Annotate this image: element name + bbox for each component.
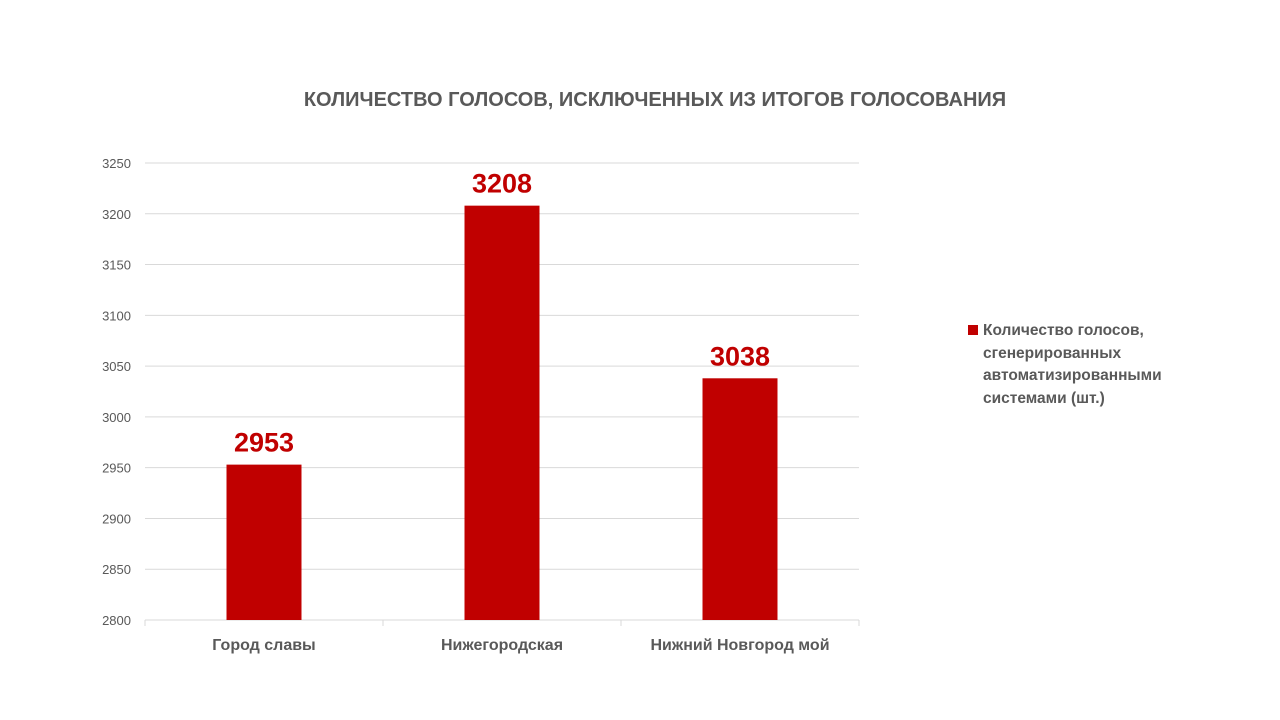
data-label: 2953 <box>234 428 294 458</box>
legend-label: Количество голосов, сгенерированных авто… <box>983 322 1162 407</box>
y-tick-label: 2800 <box>102 613 131 628</box>
bar <box>702 378 778 620</box>
y-tick-label: 2900 <box>102 511 131 526</box>
y-tick-label: 3250 <box>102 156 131 171</box>
y-tick-label: 3050 <box>102 359 131 374</box>
bar <box>226 464 302 620</box>
y-tick-label: 3000 <box>102 410 131 425</box>
x-tick-label: Город славы <box>212 637 315 654</box>
chart-title: КОЛИЧЕСТВО ГОЛОСОВ, ИСКЛЮЧЕННЫХ ИЗ ИТОГО… <box>303 89 1007 111</box>
bar <box>464 205 540 621</box>
legend: Количество голосов, сгенерированных авто… <box>968 320 1198 410</box>
y-tick-label: 2850 <box>102 562 131 577</box>
x-tick-label: Нижегородская <box>441 637 563 654</box>
y-tick-label: 3100 <box>102 308 131 323</box>
data-label: 3038 <box>710 341 770 371</box>
legend-swatch <box>968 325 978 335</box>
y-tick-label: 3200 <box>102 207 131 222</box>
y-tick-label: 3150 <box>102 258 131 273</box>
data-label: 3208 <box>472 169 532 199</box>
y-tick-label: 2950 <box>102 461 131 476</box>
x-tick-label: Нижний Новгород мой <box>650 637 829 654</box>
